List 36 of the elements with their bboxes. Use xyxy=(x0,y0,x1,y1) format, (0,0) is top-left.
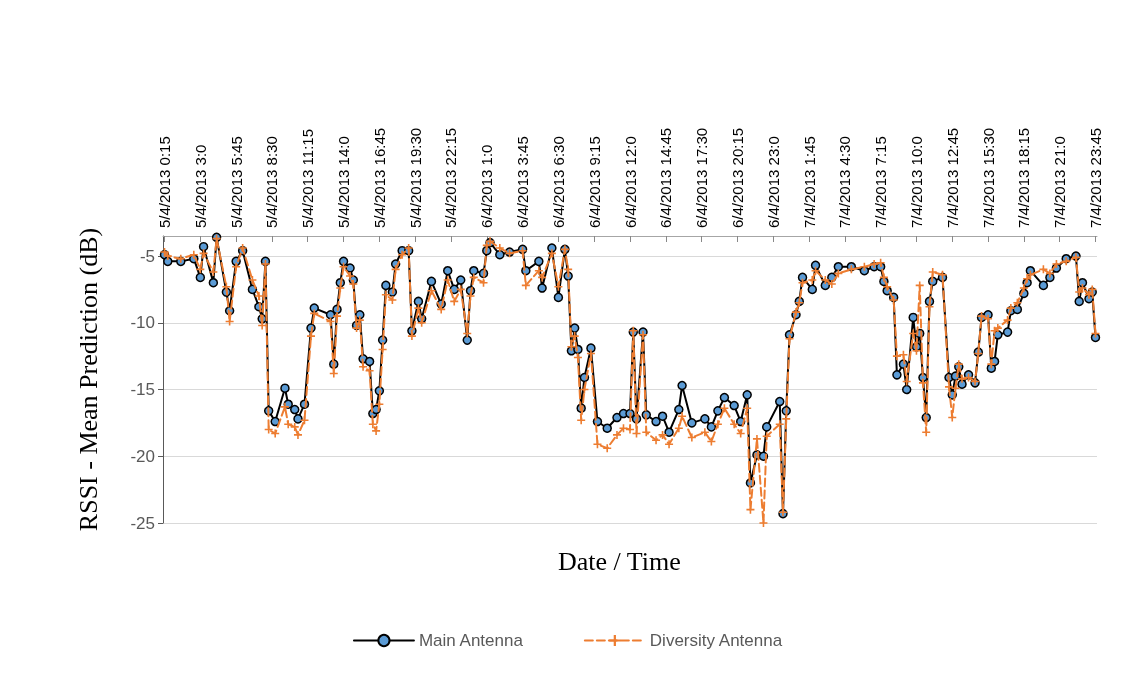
y-tick-label: -15 xyxy=(130,380,155,400)
x-axis-title: Date / Time xyxy=(558,546,681,576)
x-tick-label: 7/4/2013 10:0 xyxy=(907,136,925,228)
x-tick-label: 5/4/2013 22:15 xyxy=(442,127,460,228)
x-tick-label: 6/4/2013 12:0 xyxy=(621,136,639,228)
x-tick-label: 5/4/2013 11:15 xyxy=(299,129,317,228)
x-tick-label: 6/4/2013 3:45 xyxy=(514,136,532,228)
x-tick-label: 7/4/2013 23:45 xyxy=(1086,127,1104,228)
x-tick-label: 7/4/2013 21:0 xyxy=(1051,136,1069,228)
x-tick-label: 7/4/2013 7:15 xyxy=(872,136,890,228)
x-tick-label: 5/4/2013 3:0 xyxy=(191,144,209,228)
y-tick-label: -25 xyxy=(130,513,155,533)
x-tick-label: 6/4/2013 14:45 xyxy=(657,127,675,228)
x-tick-label: 6/4/2013 23:0 xyxy=(764,136,782,228)
x-tick-label: 7/4/2013 12:45 xyxy=(943,127,961,228)
legend-label: Diversity Antenna xyxy=(649,631,783,650)
x-tick-label: 6/4/2013 17:30 xyxy=(693,127,711,228)
legend-label: Main Antenna xyxy=(418,631,524,650)
y-tick-label: -10 xyxy=(130,313,155,333)
x-tick-label: 7/4/2013 1:45 xyxy=(800,136,818,228)
x-tick-label: 5/4/2013 16:45 xyxy=(370,127,388,228)
x-tick-label: 6/4/2013 9:15 xyxy=(585,136,603,228)
x-tick-label: 5/4/2013 8:30 xyxy=(263,136,281,228)
y-tick-label: -20 xyxy=(130,446,155,466)
y-axis-title: RSSI - Mean Prediction (dB) xyxy=(73,227,103,532)
y-tick-label: -5 xyxy=(139,246,155,266)
x-tick-label: 5/4/2013 5:45 xyxy=(227,136,245,228)
x-tick-label: 6/4/2013 1:0 xyxy=(478,144,496,228)
x-tick-label: 5/4/2013 19:30 xyxy=(406,127,424,228)
x-tick-label: 7/4/2013 15:30 xyxy=(979,127,997,228)
x-tick-label: 6/4/2013 20:15 xyxy=(728,127,746,228)
x-tick-label: 5/4/2013 14:0 xyxy=(335,136,353,228)
x-tick-label: 6/4/2013 6:30 xyxy=(549,136,567,228)
x-tick-label: 5/4/2013 0:15 xyxy=(156,136,174,228)
x-tick-label: 7/4/2013 18:15 xyxy=(1015,127,1033,228)
x-tick-label: 7/4/2013 4:30 xyxy=(836,136,854,228)
